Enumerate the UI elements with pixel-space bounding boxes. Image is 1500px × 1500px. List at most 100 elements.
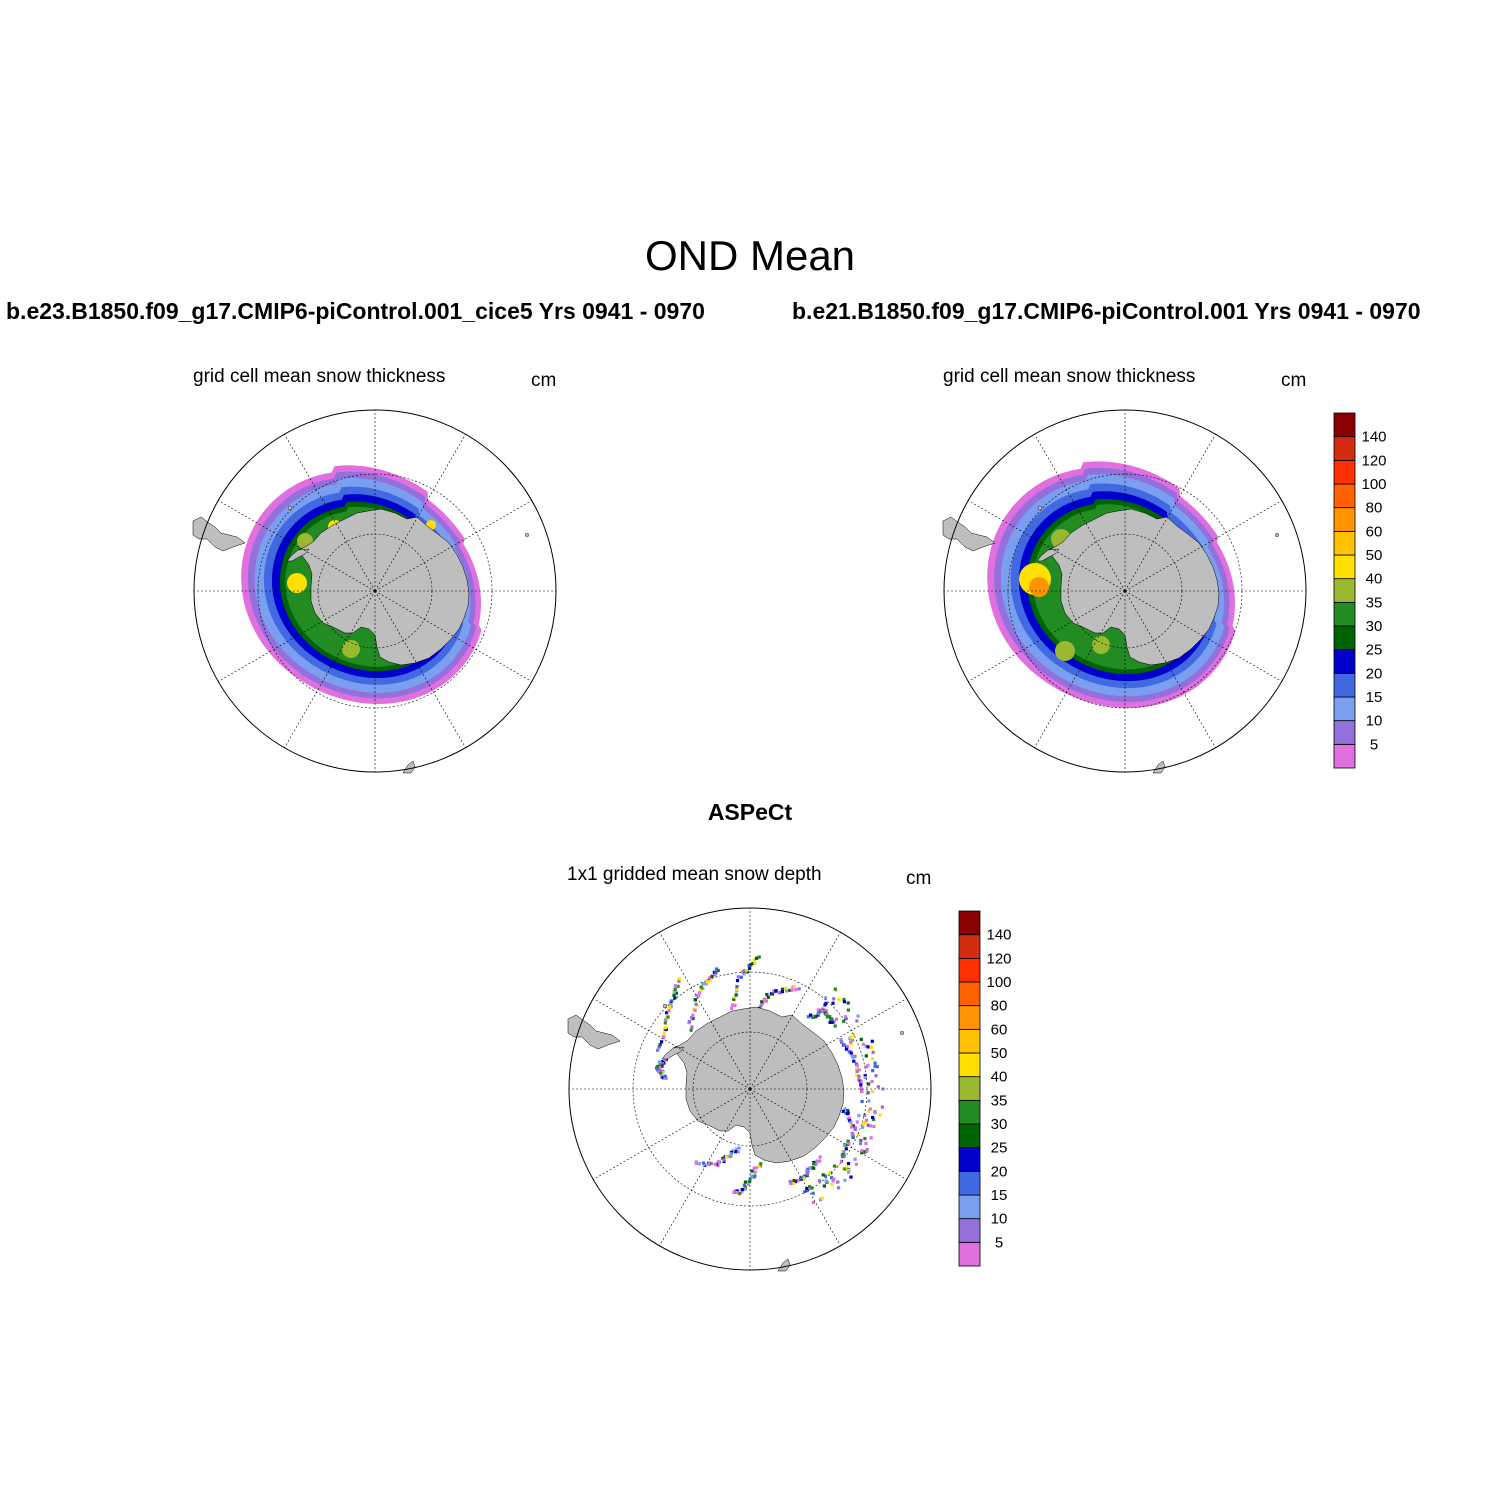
observation-cell	[752, 958, 756, 962]
observation-cell	[721, 1156, 725, 1160]
observation-cell	[852, 1059, 856, 1063]
observation-cell	[752, 1175, 756, 1179]
observation-cell	[855, 1064, 859, 1068]
observation-cell	[849, 1175, 853, 1179]
observation-cell	[657, 1045, 661, 1049]
observation-cell	[851, 1135, 855, 1139]
observation-cell	[656, 1048, 660, 1052]
observation-cell	[732, 1190, 736, 1194]
observation-cell	[659, 1075, 663, 1079]
new-zealand-landmass-3	[777, 1258, 791, 1272]
observation-cell	[693, 998, 697, 1002]
colorbar-2-swatch	[958, 1170, 981, 1196]
observation-cell	[847, 1050, 852, 1054]
observation-cell	[871, 1115, 875, 1120]
colorbar-2-swatch	[958, 934, 981, 959]
observation-cell	[814, 1015, 818, 1019]
observation-cell	[759, 1004, 763, 1008]
observation-cell	[824, 1009, 828, 1013]
latitude-circle	[1007, 473, 1243, 709]
panel-2-case-title: b.e21.B1850.f09_g17.CMIP6-piControl.001 …	[792, 298, 1421, 324]
observation-cell	[695, 993, 699, 997]
observation-cell	[872, 1117, 876, 1121]
observation-cell	[716, 1160, 720, 1164]
observation-cell	[658, 1068, 662, 1072]
observation-cell	[790, 988, 794, 992]
observation-cell	[670, 999, 674, 1003]
observation-cell	[849, 1040, 853, 1044]
observation-cell	[871, 1050, 875, 1054]
observation-cell	[743, 1187, 747, 1191]
observation-cell	[749, 963, 753, 967]
observation-cell	[772, 989, 776, 993]
observation-cell	[687, 1020, 692, 1024]
colorbar-1-swatch	[1333, 649, 1356, 674]
colorbar-2-label: 120	[986, 950, 1011, 967]
colorbar-1-label: 40	[1366, 571, 1383, 588]
observation-cell	[825, 1012, 829, 1016]
colorbar-1-swatch	[1333, 554, 1356, 580]
observation-cell	[693, 1008, 697, 1012]
south-america-landmass-2	[942, 516, 996, 552]
observation-cell	[873, 1064, 877, 1068]
observation-cell	[724, 1155, 729, 1159]
colorbar-1-label: 140	[1361, 429, 1386, 446]
panel-1-units: cm	[531, 370, 557, 391]
observation-cell	[853, 1157, 857, 1161]
observation-cell	[811, 1200, 815, 1205]
observation-cell	[845, 1165, 849, 1169]
observation-cell	[658, 1043, 662, 1047]
observation-cell	[661, 1076, 665, 1080]
observation-cell	[866, 1064, 870, 1068]
observation-cell	[806, 1015, 810, 1019]
observation-cell	[660, 1064, 664, 1068]
panel-1-case-title: b.e23.B1850.f09_g17.CMIP6-piControl.001_…	[6, 298, 705, 324]
observation-cell	[880, 1105, 884, 1109]
panel-3-title: ASPeCt	[707, 799, 793, 825]
observation-cell	[844, 1017, 848, 1021]
observation-cell	[659, 1071, 663, 1075]
figure-title: OND Mean	[644, 232, 856, 279]
observation-cell	[738, 1192, 742, 1196]
observation-cell	[851, 1124, 855, 1128]
colorbar-1-swatch	[1333, 436, 1356, 461]
observation-cell	[764, 999, 768, 1003]
observation-cell	[830, 1017, 834, 1021]
observation-cell	[846, 1161, 851, 1166]
observation-cell	[857, 1068, 861, 1072]
observation-cell	[863, 1150, 867, 1154]
observation-cell	[851, 1038, 855, 1042]
colorbar-1-label: 25	[1366, 642, 1383, 659]
colorbar-1-label: 30	[1366, 618, 1383, 635]
observation-cell	[849, 1035, 853, 1039]
colorbar-1-swatch	[1333, 578, 1356, 603]
observation-cell	[860, 1099, 864, 1104]
observation-cell	[747, 964, 751, 968]
observation-cell	[840, 1040, 844, 1044]
observation-cell	[731, 1149, 735, 1153]
colorbar-2-swatch	[958, 1194, 981, 1220]
observation-cell	[713, 1162, 717, 1166]
observation-cell	[855, 1019, 859, 1023]
colorbar-2-swatch	[958, 1099, 981, 1125]
observation-cell	[844, 1047, 849, 1051]
observation-cell	[740, 1190, 744, 1194]
observation-cell	[849, 1051, 853, 1055]
observation-cell	[802, 1175, 806, 1179]
observation-cell	[739, 975, 743, 979]
observation-cell	[732, 997, 736, 1001]
thick-snow-patch	[287, 573, 307, 593]
observation-cell	[806, 1167, 810, 1171]
observation-cell	[666, 1015, 670, 1019]
observation-cell	[844, 1147, 848, 1151]
colorbar-1-label: 10	[1366, 713, 1383, 730]
colorbar-1-swatch	[1333, 625, 1356, 651]
colorbar-2-swatch	[958, 1052, 981, 1078]
observation-cell	[867, 1109, 871, 1113]
observation-cell	[837, 1186, 841, 1190]
panel-3-colorbar: 5 10 15 20 25 30 35 40 50 60 80 100 120 140	[958, 910, 1012, 1267]
observation-cell	[851, 1055, 855, 1059]
panel-2-colorbar: 5 10 15 20 25 30 35 40 50 60 80 100 120 140	[1333, 412, 1387, 769]
graticule-3	[568, 907, 932, 1271]
graticule-1	[193, 409, 557, 773]
